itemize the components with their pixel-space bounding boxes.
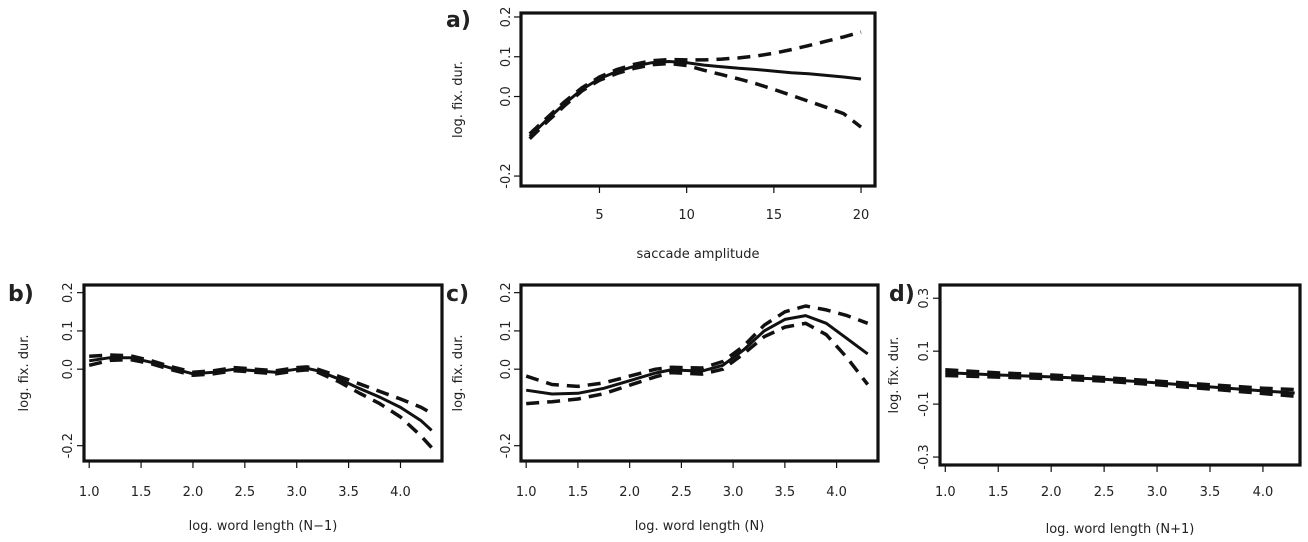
y-tick-label: 0.0 <box>61 359 76 380</box>
confidence-band-line-2 <box>525 304 869 389</box>
confidence-band-line-3 <box>526 321 870 406</box>
x-tick-label: 4.0 <box>1253 485 1274 500</box>
panel-label: d) <box>889 282 915 307</box>
x-tick-label: 3.0 <box>723 485 744 500</box>
confidence-band-line-3 <box>528 61 863 140</box>
panel-2: 1.0 1.5 2.0 2.5 3.0 3.5 4.0 -0.2 0.0 0.1 0.2 log. w… <box>8 282 444 534</box>
x-tick-label: 4.0 <box>390 485 411 500</box>
y-tick-label: -0.2 <box>61 433 76 458</box>
y-axis-title: log. fix. dur. <box>451 334 466 411</box>
y-axis-title: log. fix. dur. <box>887 336 902 413</box>
y-axis-title: log. fix. dur. <box>17 334 32 411</box>
y-tick-label: 0.3 <box>917 288 932 309</box>
x-tick-label: 3.0 <box>1147 485 1168 500</box>
x-axis-title: saccade amplitude <box>636 247 759 262</box>
panel-label: a) <box>446 8 471 33</box>
x-tick-label: 3.0 <box>286 485 307 500</box>
x-axis-title: log. word length (N) <box>635 519 765 534</box>
y-tick-label: -0.2 <box>499 163 514 188</box>
x-tick-label: 1.0 <box>516 485 537 500</box>
plot-frame <box>938 283 1302 467</box>
panel-4: 1.0 1.5 2.0 2.5 3.0 3.5 4.0 -0.3 -0.1 0.1 0.3 log. … <box>887 282 1302 537</box>
x-tick-label: 2.0 <box>183 485 204 500</box>
y-axis-title: log. fix. dur. <box>451 61 466 138</box>
panel-1: 5 10 15 20 -0.2 0.0 0.1 0.2 saccade amplitude log… <box>446 7 877 262</box>
confidence-band-line-3 <box>88 357 433 449</box>
y-tick-label: 0.1 <box>499 46 514 67</box>
x-axis-title: log. word length (N−1) <box>189 519 338 534</box>
y-tick-label: -0.2 <box>499 433 514 458</box>
x-tick-label: 3.5 <box>775 485 796 500</box>
y-tick-label: 0.0 <box>499 86 514 107</box>
y-tick-label: -0.3 <box>917 444 932 469</box>
x-tick-label: 1.0 <box>79 485 100 500</box>
estimate-line-1 <box>945 371 1295 395</box>
y-tick-label: 0.1 <box>917 341 932 362</box>
y-tick-label: 0.2 <box>499 7 514 28</box>
y-tick-label: 0.1 <box>61 321 76 342</box>
x-tick-label: 2.0 <box>1041 485 1062 500</box>
estimate-line-1 <box>528 60 862 138</box>
y-tick-label: 0.0 <box>499 359 514 380</box>
x-tick-label: 15 <box>766 208 783 223</box>
x-tick-label: 3.5 <box>338 485 359 500</box>
plot-frame <box>82 283 444 463</box>
x-tick-label: 2.5 <box>671 485 692 500</box>
y-tick-label: 0.2 <box>61 282 76 303</box>
plot-frame <box>519 11 877 188</box>
x-tick-label: 10 <box>678 208 695 223</box>
panel-label: c) <box>446 282 469 307</box>
y-tick-label: 0.2 <box>499 282 514 303</box>
x-tick-label: 3.5 <box>1200 485 1221 500</box>
confidence-band-line-2 <box>528 30 862 136</box>
x-tick-label: 2.5 <box>1094 485 1115 500</box>
x-tick-label: 1.5 <box>568 485 589 500</box>
x-tick-label: 1.5 <box>988 485 1009 500</box>
x-tick-label: 2.5 <box>234 485 255 500</box>
x-tick-label: 2.0 <box>619 485 640 500</box>
confidence-band-line-2 <box>89 353 433 415</box>
plot-frame <box>519 283 880 463</box>
confidence-band-line-2 <box>945 367 1295 392</box>
y-tick-label: -0.1 <box>917 391 932 416</box>
estimate-line-1 <box>525 314 869 396</box>
x-axis-title: log. word length (N+1) <box>1046 522 1195 537</box>
x-tick-label: 5 <box>595 208 603 223</box>
panel-3: 1.0 1.5 2.0 2.5 3.0 3.5 4.0 -0.2 0.0 0.1 0.2 log. w… <box>446 282 880 534</box>
x-tick-label: 1.0 <box>935 485 956 500</box>
x-tick-label: 4.0 <box>826 485 847 500</box>
x-tick-label: 1.5 <box>131 485 152 500</box>
y-tick-label: 0.1 <box>499 321 514 342</box>
panel-label: b) <box>8 282 34 307</box>
x-tick-label: 20 <box>853 208 870 223</box>
